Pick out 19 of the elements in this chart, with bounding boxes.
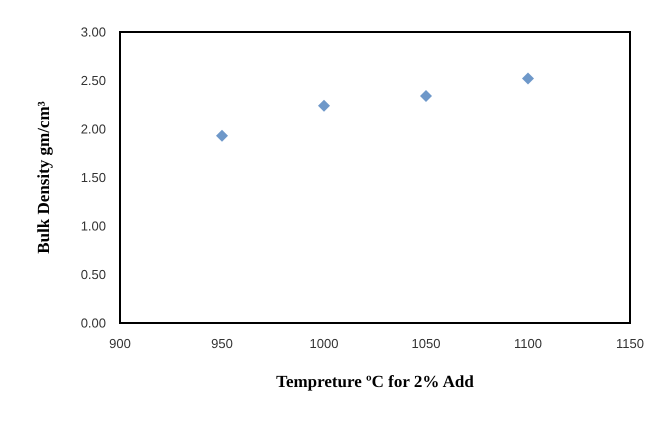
x-tick-label: 900	[109, 336, 131, 351]
point	[216, 130, 228, 142]
x-axis-title: Tempreture ºC for 2% Add	[276, 372, 474, 391]
x-tick-label: 950	[211, 336, 233, 351]
y-axis-title: Bulk Density gm/cm³	[34, 101, 53, 254]
x-tick-label: 1000	[310, 336, 338, 351]
point	[522, 72, 534, 85]
point	[420, 90, 432, 102]
y-tick-label: 3.00	[80, 24, 106, 40]
y-tick-label: 2.00	[80, 122, 106, 136]
y-tick-label: 1.50	[80, 170, 106, 185]
x-tick-label: 1150	[616, 336, 644, 351]
y-tick-label: 0.00	[80, 316, 106, 330]
y-tick-label: 2.50	[80, 73, 106, 88]
x-tick-label: 1100	[514, 336, 542, 351]
point	[318, 100, 330, 112]
y-tick-label: 1.00	[80, 218, 106, 234]
x-tick-label: 1050	[412, 336, 440, 351]
y-tick-label: 0.50	[80, 267, 106, 282]
